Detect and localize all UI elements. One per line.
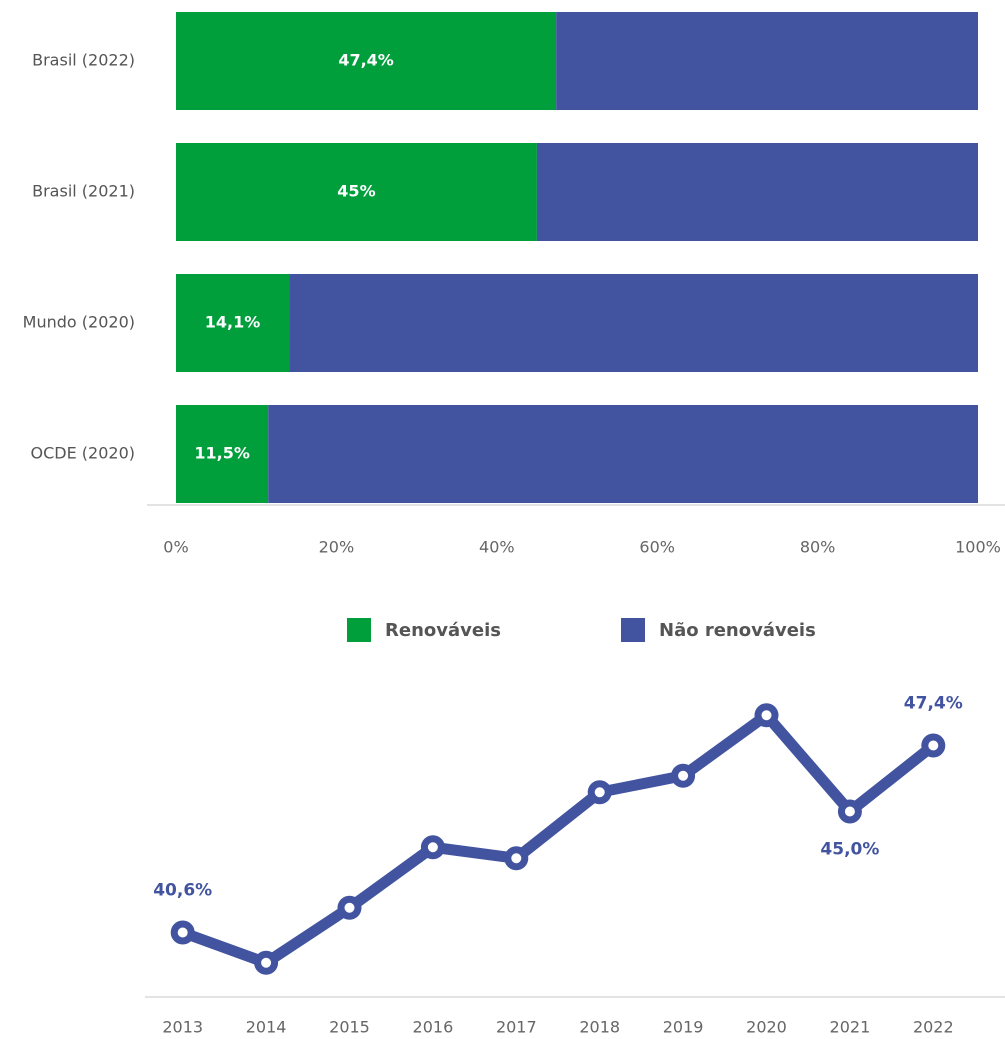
x-tick-label: 60%	[639, 538, 675, 557]
x-tick-label: 100%	[955, 538, 1001, 557]
point-value-label: 45,0%	[820, 840, 879, 860]
x-tick-label: 2014	[246, 1018, 287, 1037]
bar-value-label: 11,5%	[194, 444, 250, 463]
category-label: Mundo (2020)	[23, 313, 135, 332]
x-tick-label: 2017	[496, 1018, 537, 1037]
bar-segment	[289, 274, 978, 372]
point-value-label: 47,4%	[904, 694, 963, 714]
bar-segment	[176, 405, 269, 503]
x-tick-label: 2013	[162, 1018, 203, 1037]
bar-value-label: 45%	[337, 182, 375, 201]
bar-segment	[176, 12, 557, 110]
point-center	[177, 927, 188, 938]
category-label: Brasil (2021)	[32, 182, 135, 201]
point-center	[511, 853, 522, 864]
x-tick-label: 2020	[746, 1018, 787, 1037]
x-tick-label: 0%	[163, 538, 188, 557]
legend-label: Não renováveis	[659, 620, 816, 641]
line	[180, 709, 937, 969]
bar-segment	[556, 12, 978, 110]
point-center	[761, 710, 772, 721]
point-center	[261, 957, 272, 968]
category-label: OCDE (2020)	[31, 444, 135, 463]
point-value-label: 40,6%	[153, 881, 212, 901]
x-tick-label: 20%	[319, 538, 355, 557]
x-tick-label: 40%	[479, 538, 515, 557]
x-tick-label: 2021	[830, 1018, 871, 1037]
point-center	[678, 770, 689, 781]
bar-segment	[268, 405, 979, 503]
x-tick-label: 2019	[663, 1018, 704, 1037]
x-tick-label: 2018	[579, 1018, 620, 1037]
point-center	[594, 787, 605, 798]
x-tick-label: 2015	[329, 1018, 370, 1037]
category-label: Brasil (2022)	[32, 51, 135, 70]
x-tick-label: 2022	[913, 1018, 954, 1037]
bar-segment	[536, 143, 978, 241]
legend-swatch	[621, 618, 645, 642]
bar-value-label: 47,4%	[338, 51, 394, 70]
point-center	[427, 842, 438, 853]
bar-value-label: 14,1%	[205, 313, 261, 332]
x-tick-label: 2016	[413, 1018, 454, 1037]
point-center	[844, 806, 855, 817]
legend-label: Renováveis	[385, 620, 501, 641]
x-tick-label: 80%	[800, 538, 836, 557]
legend-swatch	[347, 618, 371, 642]
bar-segment	[176, 143, 537, 241]
point-center	[344, 902, 355, 913]
bar-segment	[176, 274, 290, 372]
point-center	[928, 740, 939, 751]
